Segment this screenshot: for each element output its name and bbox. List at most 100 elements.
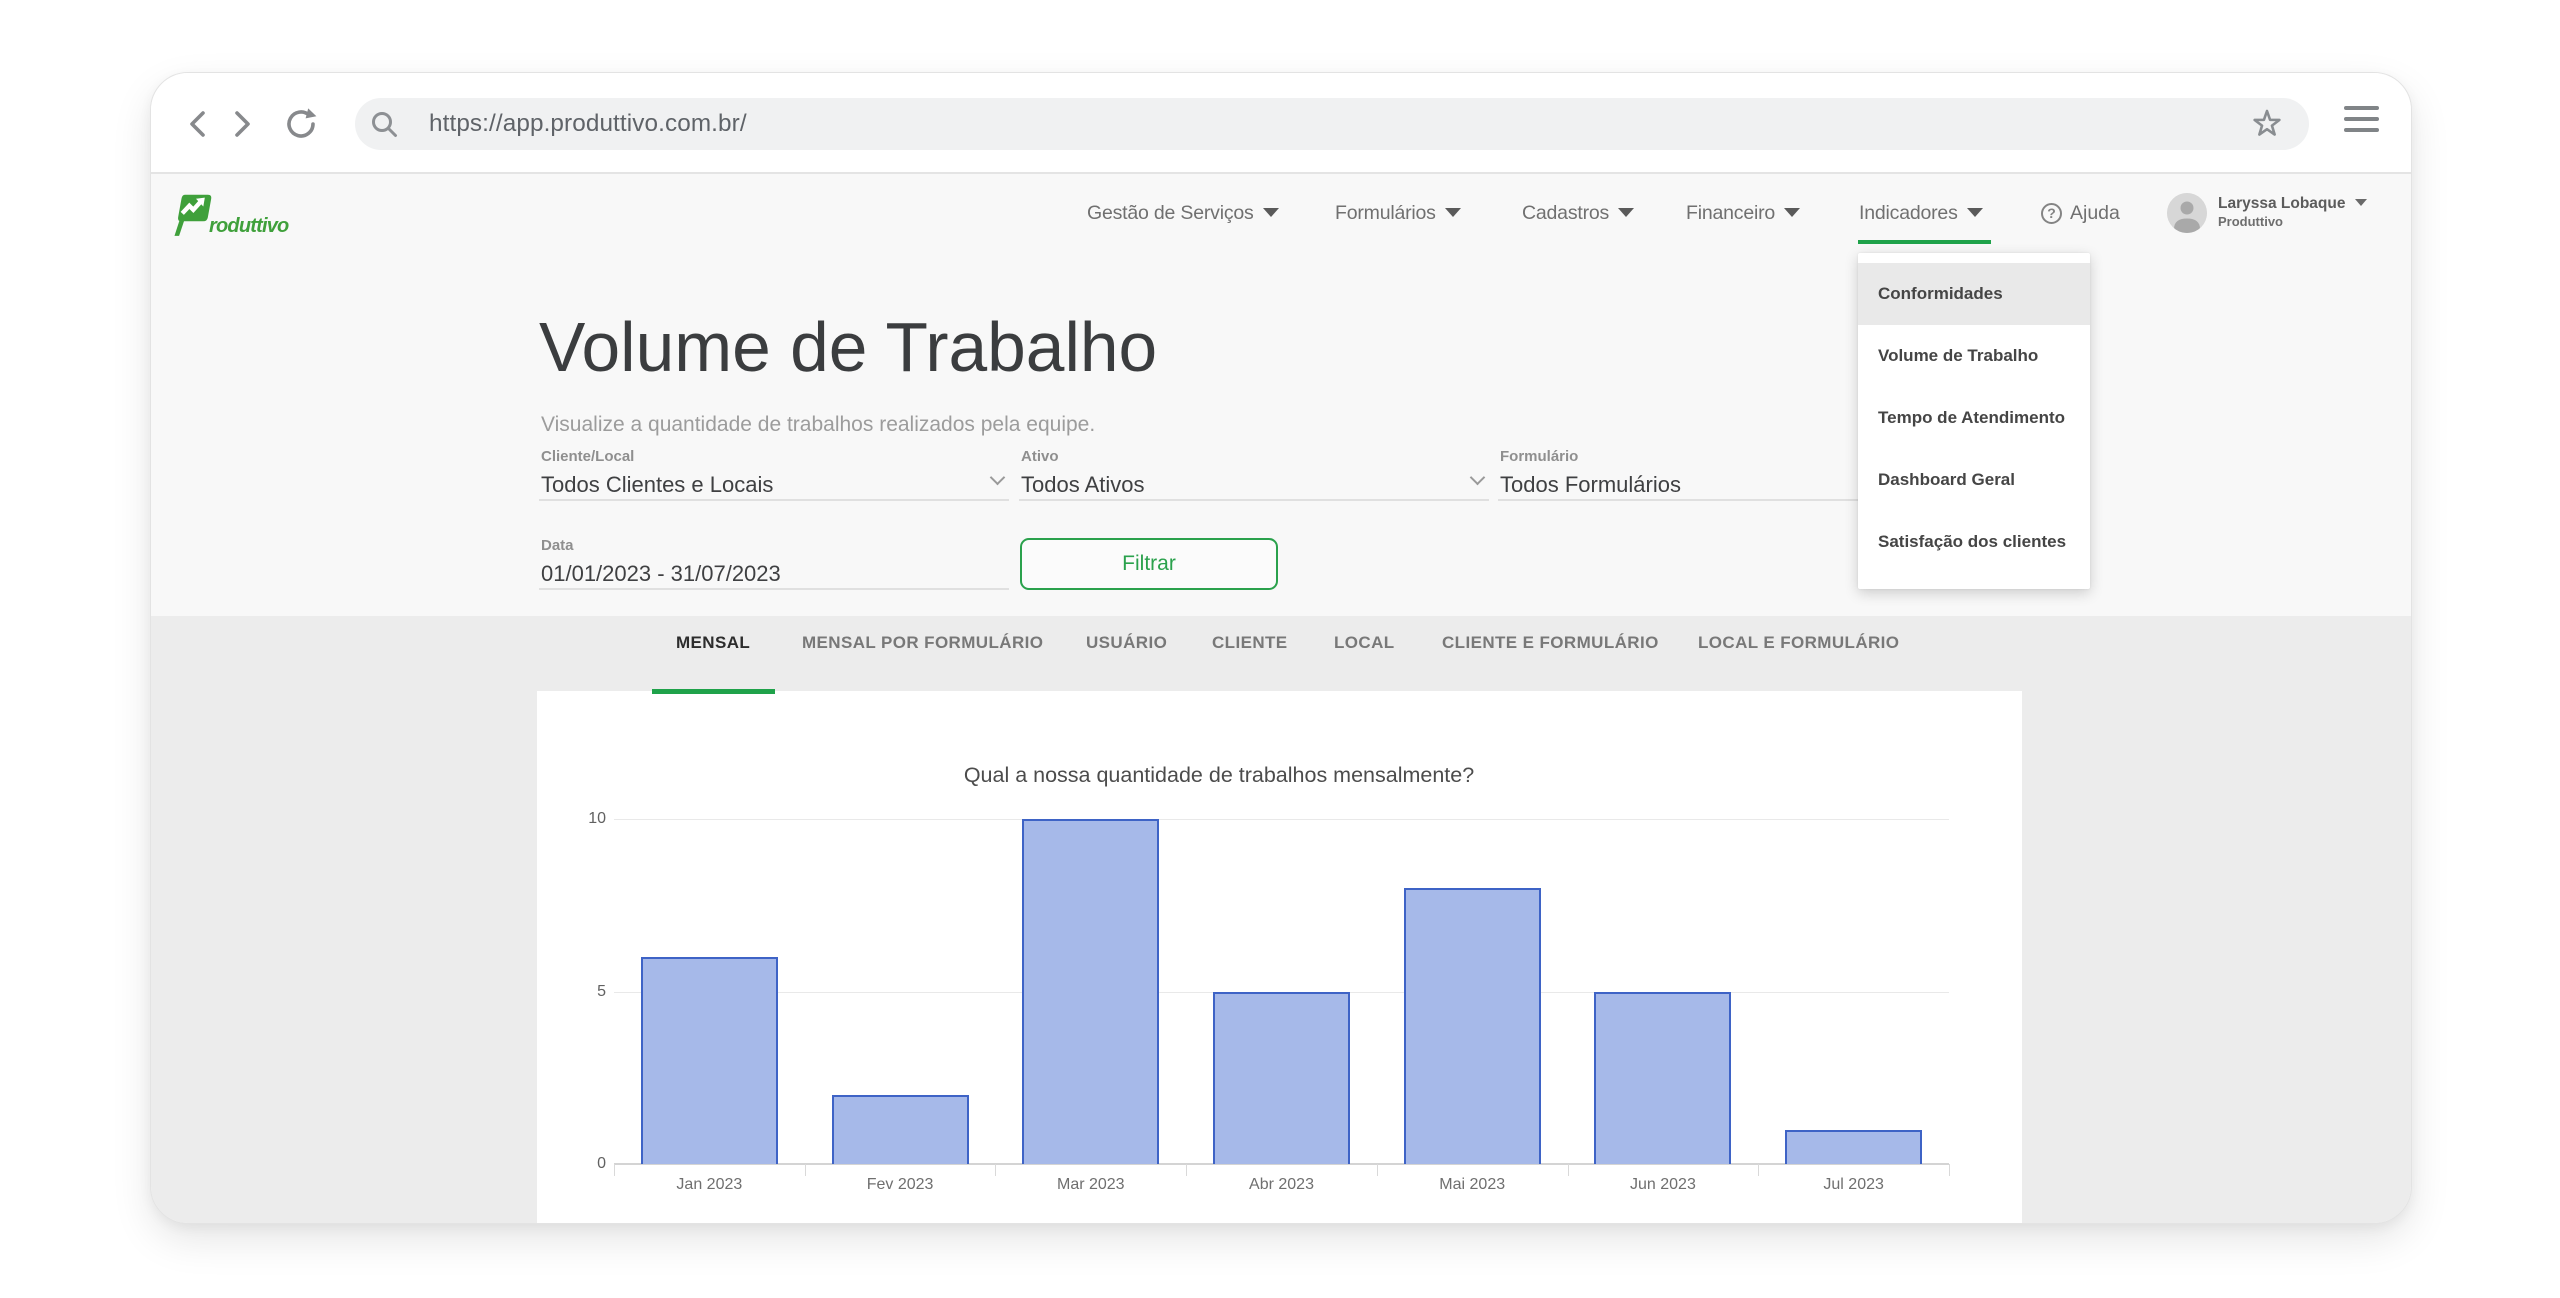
browser-window: https://app.produttivo.com.br/ roduttivo…	[150, 72, 2412, 1224]
filter-label: Ativo	[1021, 448, 1059, 465]
chart-card: Qual a nossa quantidade de trabalhos men…	[537, 691, 2022, 1223]
filter-data[interactable]: Data 01/01/2023 - 31/07/2023	[539, 532, 1009, 590]
nav-item-label: Financeiro	[1686, 202, 1776, 224]
x-axis-label: Jun 2023	[1630, 1176, 1696, 1193]
reload-button[interactable]	[277, 73, 325, 174]
filter-label: Data	[541, 537, 574, 554]
x-axis-tick	[804, 1164, 806, 1176]
nav-item-label: Formulários	[1335, 202, 1436, 224]
gridline-y10	[614, 819, 1949, 820]
x-axis-label: Mar 2023	[1056, 1176, 1125, 1193]
user-menu[interactable]: Laryssa Lobaque Produttivo	[2218, 194, 2367, 230]
browser-chrome: https://app.produttivo.com.br/	[151, 73, 2411, 174]
nav-item-financeiro[interactable]: Financeiro	[1686, 197, 1801, 229]
filter-value: Todos Ativos	[1021, 472, 1145, 497]
menu-item-dashboard-geral[interactable]: Dashboard Geral	[1878, 470, 2015, 489]
star-icon	[2253, 109, 2281, 136]
nav-item-gest-o-de-servi-os[interactable]: Gestão de Serviços	[1087, 197, 1279, 229]
chevron-down-icon	[1262, 207, 1279, 217]
tab-usu-rio[interactable]: USUÁRIO	[1086, 633, 1168, 652]
x-axis-tick	[995, 1164, 997, 1176]
filter-value: Todos Clientes e Locais	[541, 472, 774, 497]
search-icon	[369, 109, 399, 139]
back-icon	[190, 110, 205, 137]
forward-icon	[235, 110, 250, 137]
menu-item-tempo-de-atendimento[interactable]: Tempo de Atendimento	[1878, 408, 2065, 427]
nav-item-label: Indicadores	[1859, 202, 1958, 224]
browser-menu-button[interactable]	[2344, 106, 2379, 141]
chevron-down-icon	[1966, 207, 1983, 217]
bar-jan-2023	[640, 957, 778, 1164]
bar-mar-2023	[1022, 819, 1160, 1164]
filter-label: Cliente/Local	[541, 448, 635, 465]
x-axis-label: Jan 2023	[676, 1176, 743, 1193]
tab-mensal[interactable]: MENSAL	[676, 633, 751, 652]
x-axis-label: Jul 2023	[1823, 1176, 1884, 1193]
filter-formulario[interactable]: Formulário Todos Formulários	[1498, 443, 1968, 501]
chevron-down-icon	[1469, 469, 1486, 486]
x-axis-tick	[1186, 1164, 1188, 1176]
active-tab-underline	[652, 689, 775, 694]
menu-item-satisfa-o-dos-clientes[interactable]: Satisfação dos clientes	[1878, 532, 2067, 551]
x-axis-tick	[614, 1164, 615, 1176]
bar-jul-2023	[1785, 1129, 1923, 1164]
chevron-down-icon	[1618, 207, 1635, 217]
produttivo-logo-icon	[174, 194, 212, 236]
y-axis-label: 0	[597, 1155, 606, 1172]
menu-item-conformidades[interactable]: Conformidades	[1858, 263, 2090, 325]
filtrar-button[interactable]: Filtrar	[1020, 538, 1278, 590]
bar-fev-2023	[831, 1095, 969, 1164]
nav-item-label: Gestão de Serviços	[1087, 202, 1254, 224]
user-org: Produttivo	[2218, 214, 2283, 229]
x-axis-label: Fev 2023	[866, 1176, 934, 1193]
avatar[interactable]	[2167, 193, 2207, 233]
url-text: https://app.produttivo.com.br/	[429, 110, 747, 137]
chevron-down-icon	[1444, 207, 1461, 217]
back-button[interactable]	[175, 73, 223, 174]
filter-value: 01/01/2023 - 31/07/2023	[541, 561, 781, 586]
tab-mensal-por-formul-rio[interactable]: MENSAL POR FORMULÁRIO	[802, 633, 1044, 652]
tab-cliente-e-formul-rio[interactable]: CLIENTE E FORMULÁRIO	[1442, 633, 1659, 652]
indicadores-dropdown: Conformidades Volume de Trabalho Tempo de …	[1858, 253, 2090, 589]
x-axis-label: Abr 2023	[1249, 1176, 1314, 1193]
x-axis-tick	[1758, 1164, 1760, 1176]
produttivo-logo[interactable]: roduttivo	[169, 193, 299, 243]
hamburger-icon	[2344, 106, 2379, 110]
filter-cliente-local[interactable]: Cliente/Local Todos Clientes e Locais	[539, 443, 1009, 501]
bookmark-star-button[interactable]	[2251, 108, 2283, 140]
x-axis-label: Mai 2023	[1439, 1176, 1506, 1193]
chart-title: Qual a nossa quantidade de trabalhos men…	[963, 763, 1475, 787]
filter-value: Todos Formulários	[1500, 472, 1681, 497]
x-axis-tick	[1376, 1164, 1378, 1176]
nav-item-cadastros[interactable]: Cadastros	[1522, 197, 1635, 229]
tab-cliente[interactable]: CLIENTE	[1212, 633, 1288, 652]
bar-mai-2023	[1403, 888, 1541, 1164]
help-icon: ?	[2041, 202, 2062, 224]
y-axis-label: 5	[597, 982, 606, 1000]
chevron-down-icon	[989, 469, 1006, 486]
x-axis-tick	[1949, 1164, 1950, 1176]
menu-item-volume-de-trabalho[interactable]: Volume de Trabalho	[1878, 346, 2039, 365]
chevron-down-icon	[2354, 199, 2367, 207]
tab-local-e-formul-rio[interactable]: LOCAL E FORMULÁRIO	[1698, 633, 1900, 652]
y-axis-label: 10	[588, 810, 606, 827]
user-name: Laryssa Lobaque	[2218, 195, 2346, 212]
nav-item-formul-rios[interactable]: Formulários	[1335, 197, 1461, 229]
tab-local[interactable]: LOCAL	[1334, 633, 1395, 652]
x-axis-tick	[1567, 1164, 1569, 1176]
help-label: Ajuda	[2070, 201, 2120, 224]
reload-icon	[287, 107, 317, 138]
help-button[interactable]: ? Ajuda	[2041, 197, 2120, 229]
bar-abr-2023	[1213, 991, 1350, 1164]
page-title: Volume de Trabalho	[539, 308, 1158, 386]
address-bar[interactable]: https://app.produttivo.com.br/	[355, 98, 2309, 150]
filter-ativo[interactable]: Ativo Todos Ativos	[1019, 443, 1489, 501]
page-subtitle: Visualize a quantidade de trabalhos real…	[541, 413, 1096, 436]
gridline-y0	[614, 1163, 1949, 1165]
nav-item-indicadores[interactable]: Indicadores	[1859, 197, 1983, 229]
active-nav-underline	[1858, 240, 1991, 244]
nav-item-label: Cadastros	[1522, 202, 1610, 224]
forward-button[interactable]	[217, 73, 265, 174]
filter-label: Formulário	[1500, 448, 1579, 465]
logo-wordmark: roduttivo	[209, 215, 289, 237]
